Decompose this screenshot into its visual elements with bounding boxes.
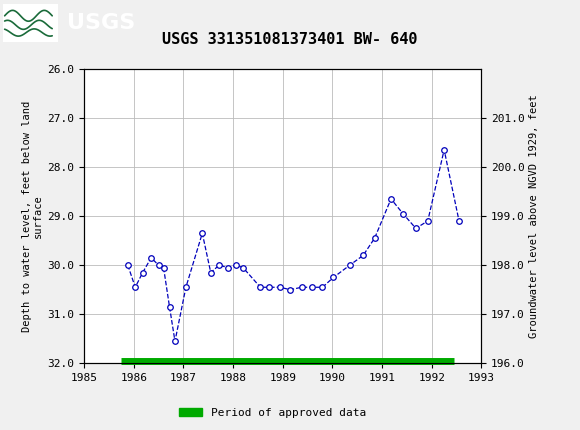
Bar (3, 3, 58, 42)
Y-axis label: Depth to water level, feet below land
surface: Depth to water level, feet below land su… (21, 101, 44, 332)
Legend: Period of approved data: Period of approved data (175, 403, 370, 422)
Text: USGS 331351081373401 BW- 640: USGS 331351081373401 BW- 640 (162, 32, 418, 47)
Y-axis label: Groundwater level above NGVD 1929, feet: Groundwater level above NGVD 1929, feet (529, 94, 539, 338)
Text: USGS: USGS (67, 12, 135, 33)
